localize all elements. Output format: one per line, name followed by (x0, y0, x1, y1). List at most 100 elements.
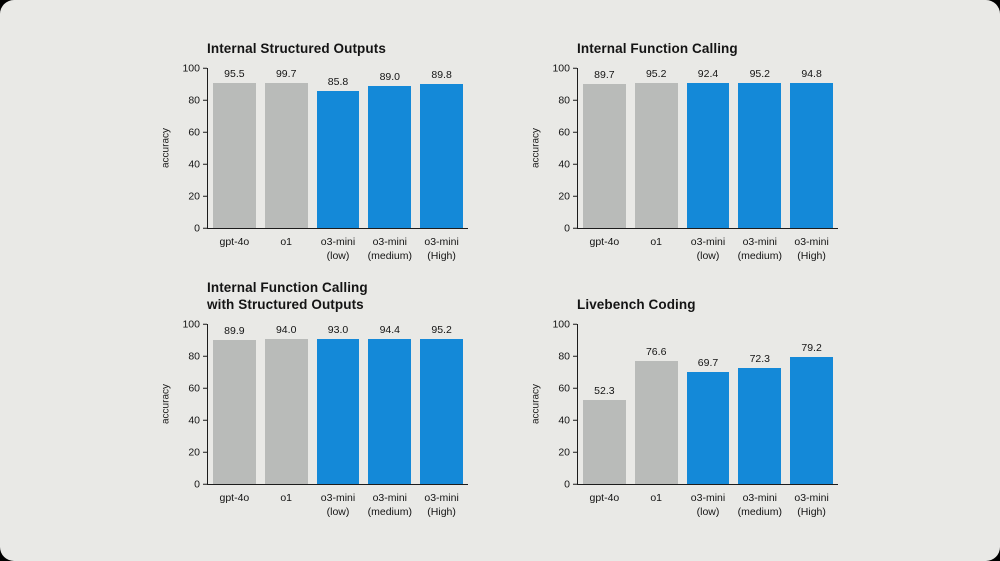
bar-value-label: 72.3 (749, 353, 770, 366)
x-tick-label: o1 (650, 236, 663, 248)
x-tick-label: o3-mini (medium) (367, 236, 412, 262)
y-tick-label: 40 (558, 157, 570, 170)
y-tick-mark (203, 483, 207, 485)
y-tick-label: 20 (558, 189, 570, 202)
y-tick-mark (203, 451, 207, 453)
x-tick-label: o3-mini (medium) (737, 492, 782, 518)
bar-group: 95.5 gpt-4o (213, 68, 256, 248)
bar-group: 95.2 o1 (634, 68, 678, 248)
chart-title: Internal Function Calling (577, 22, 851, 58)
y-tick-mark (573, 419, 577, 421)
y-tick-label: 100 (552, 61, 570, 74)
bar (738, 83, 782, 228)
x-tick-label: o3-mini (medium) (367, 492, 412, 518)
chart-title-text: Internal Function Calling (577, 41, 738, 57)
bar (583, 84, 626, 228)
x-tick-label: o3-mini (low) (690, 236, 726, 262)
y-tick-label: 60 (558, 381, 570, 394)
bar-value-label: 95.2 (431, 324, 452, 336)
bar-value-label: 99.7 (275, 68, 297, 80)
y-tick-mark (573, 99, 577, 101)
bar-group: 94.8 o3-mini (High) (790, 68, 833, 262)
y-axis: 0 20 40 60 80 100 (543, 319, 577, 489)
y-tick-label: 0 (564, 221, 570, 234)
bar (213, 83, 256, 228)
y-tick-label: 20 (558, 445, 570, 458)
bar-value-label: 94.4 (379, 324, 400, 336)
bar-value-label: 89.0 (379, 70, 400, 83)
chart-title: Internal Structured Outputs (207, 22, 481, 58)
bar-value-label: 89.9 (224, 325, 245, 338)
bar-value-label: 76.6 (645, 346, 667, 359)
bar-group: 85.8 o3-mini (low) (316, 68, 360, 262)
y-tick-mark (203, 195, 207, 197)
y-tick-label: 80 (558, 349, 570, 362)
bar-value-label: 85.8 (327, 75, 349, 88)
bar-group: 76.6 o1 (634, 324, 678, 504)
y-tick-mark (573, 355, 577, 357)
y-axis-label: accuracy (160, 128, 172, 169)
bar-group: 89.0 o3-mini (medium) (368, 68, 412, 262)
chart-body: accuracy 0 20 40 60 80 100 52.3 gpt-4o 76.6 o1 69… (529, 319, 851, 518)
chart-livebench-coding: Livebench Coding accuracy 0 20 40 60 80 100 5… (529, 278, 851, 518)
bar-group: 79.2 o3-mini (High) (790, 324, 833, 518)
y-tick-mark (203, 67, 207, 69)
bars: 52.3 gpt-4o 76.6 o1 69.7 o3-mini (low) 72.3 o3-… (578, 324, 838, 518)
chart-body: accuracy 0 20 40 60 80 100 95.5 gpt-4o 99.7 o1 85… (159, 63, 481, 262)
x-tick-label: o3-mini (medium) (737, 236, 782, 262)
bar-group: 89.8 o3-mini (High) (420, 68, 463, 262)
bar (264, 339, 308, 484)
y-tick-mark (573, 483, 577, 485)
bar (583, 400, 626, 484)
y-tick-label: 100 (182, 61, 200, 74)
y-tick-label: 40 (188, 413, 200, 426)
y-tick-mark (203, 355, 207, 357)
y-tick-label: 60 (558, 125, 570, 138)
y-axis-label: accuracy (530, 384, 542, 425)
x-tick-label: o1 (280, 492, 293, 504)
bar (634, 83, 678, 228)
bar-group: 92.4 o3-mini (low) (686, 68, 730, 262)
y-tick-label: 0 (194, 477, 200, 490)
bar-group: 95.2 o3-mini (High) (420, 324, 463, 518)
y-tick-label: 100 (552, 317, 570, 330)
y-tick-label: 0 (564, 477, 570, 490)
y-tick-mark (203, 419, 207, 421)
bar (316, 339, 360, 484)
y-tick-mark (203, 163, 207, 165)
x-tick-label: o3-mini (High) (794, 236, 829, 262)
bar-value-label: 93.0 (327, 324, 349, 336)
bar-value-label: 89.7 (594, 69, 615, 82)
y-tick-mark (573, 163, 577, 165)
y-axis-label: accuracy (160, 384, 172, 425)
x-tick-label: o3-mini (High) (424, 492, 459, 518)
y-tick-mark (573, 195, 577, 197)
chart-title-text: Internal Structured Outputs (207, 41, 386, 57)
bar (686, 372, 730, 484)
y-tick-label: 100 (182, 317, 200, 330)
bar-value-label: 92.4 (697, 68, 719, 80)
bar (790, 357, 833, 484)
bar (316, 90, 360, 228)
y-tick-label: 60 (188, 381, 200, 394)
bar (420, 84, 463, 228)
bar-group: 94.0 o1 (264, 324, 308, 504)
bar-value-label: 89.8 (431, 69, 452, 82)
bar (213, 340, 256, 484)
bar (738, 368, 782, 484)
y-tick-label: 0 (194, 221, 200, 234)
bar (420, 339, 463, 484)
y-axis: 0 20 40 60 80 100 (173, 63, 207, 233)
bar-group: 89.9 gpt-4o (213, 324, 256, 504)
y-axis: 0 20 40 60 80 100 (173, 319, 207, 489)
bars: 95.5 gpt-4o 99.7 o1 85.8 o3-mini (low) 89.0 o3-… (208, 68, 468, 262)
y-tick-label: 60 (188, 125, 200, 138)
bar-group: 93.0 o3-mini (low) (316, 324, 360, 518)
y-tick-mark (203, 99, 207, 101)
plot-area: 52.3 gpt-4o 76.6 o1 69.7 o3-mini (low) 72.3 o3-… (573, 323, 838, 518)
bar-value-label: 95.2 (749, 68, 770, 80)
y-axis: 0 20 40 60 80 100 (543, 63, 577, 233)
chart-internal-structured-outputs: Internal Structured Outputs accuracy 0 20… (159, 22, 481, 262)
bar (368, 85, 412, 228)
